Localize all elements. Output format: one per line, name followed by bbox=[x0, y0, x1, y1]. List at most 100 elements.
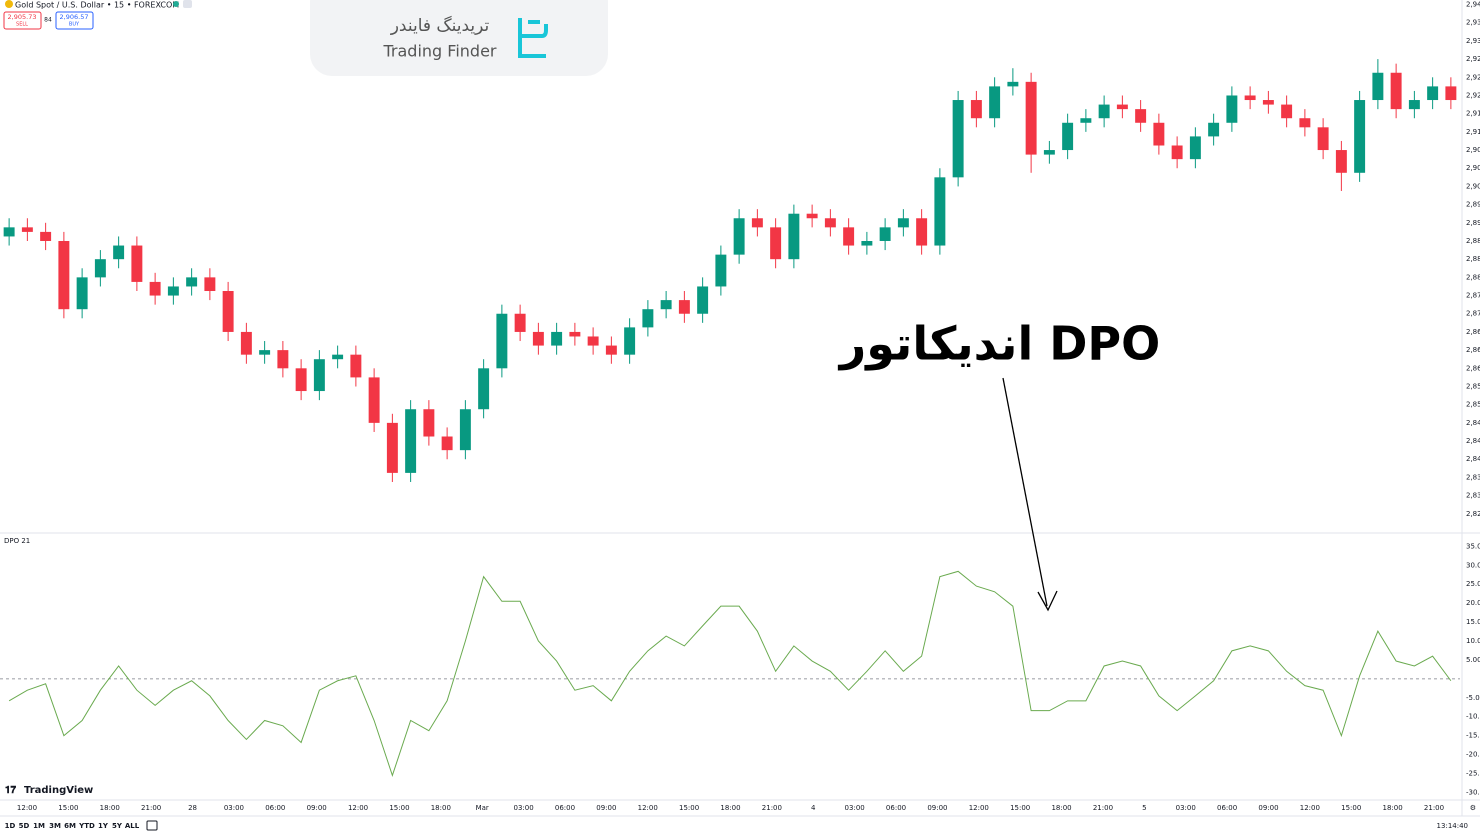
y-tick-label: -30.0 bbox=[1466, 788, 1480, 796]
candle-body bbox=[1317, 127, 1329, 151]
x-tick-label: 12:00 bbox=[638, 804, 658, 812]
candle-body bbox=[824, 218, 836, 228]
candle-body bbox=[386, 422, 398, 473]
x-tick-label: 06:00 bbox=[886, 804, 906, 812]
x-tick-label: Mar bbox=[476, 804, 489, 812]
candle-body bbox=[295, 368, 307, 392]
y-tick-label: 30.0 bbox=[1466, 561, 1480, 569]
range-button[interactable]: 3M bbox=[49, 822, 61, 830]
dpo-line bbox=[8, 570, 1452, 777]
candle-body bbox=[149, 281, 161, 296]
x-tick-label: 06:00 bbox=[265, 804, 285, 812]
range-button[interactable]: 1M bbox=[33, 822, 45, 830]
candle-body bbox=[989, 86, 1001, 119]
candle-body bbox=[222, 291, 234, 332]
x-tick-label: 03:00 bbox=[1176, 804, 1196, 812]
candle-body bbox=[1299, 118, 1311, 128]
candle-body bbox=[40, 231, 52, 241]
spread: 84 bbox=[44, 17, 52, 24]
x-tick-label: 09:00 bbox=[596, 804, 616, 812]
y-tick-label: 2,93 bbox=[1466, 19, 1480, 27]
x-tick-label: 03:00 bbox=[224, 804, 244, 812]
y-tick-label: 2,84 bbox=[1466, 419, 1480, 427]
candle-body bbox=[678, 300, 690, 314]
y-tick-label: 2,88 bbox=[1466, 237, 1480, 245]
range-button[interactable]: 5Y bbox=[112, 822, 123, 830]
status-dot bbox=[173, 1, 179, 7]
y-tick-label: -10.0 bbox=[1466, 713, 1480, 721]
y-tick-label: 2,86 bbox=[1466, 364, 1480, 372]
sell-label: SELL bbox=[16, 22, 28, 28]
candle-body bbox=[1025, 81, 1037, 155]
candle-body bbox=[770, 227, 782, 260]
candle-body bbox=[843, 227, 855, 246]
y-tick-label: -20.0 bbox=[1466, 751, 1480, 759]
logo-persian: تریدینگ فایندر bbox=[390, 15, 490, 36]
x-tick-label: 12:00 bbox=[348, 804, 368, 812]
candle-body bbox=[167, 286, 179, 296]
y-tick-label: 15.0 bbox=[1466, 618, 1480, 626]
y-tick-label: 35.0 bbox=[1466, 542, 1480, 550]
x-tick-label: 15:00 bbox=[679, 804, 699, 812]
candle-body bbox=[259, 350, 271, 355]
buy-button[interactable] bbox=[55, 11, 94, 30]
candle-body bbox=[186, 277, 198, 287]
x-tick-label: 15:00 bbox=[58, 804, 78, 812]
brand: TradingView bbox=[24, 785, 93, 796]
logo-icon bbox=[518, 18, 548, 58]
candle-body bbox=[1335, 150, 1347, 173]
annotation: اندیکاتور DPO bbox=[838, 317, 1161, 371]
range-button[interactable]: 1Y bbox=[98, 822, 109, 830]
range-button[interactable]: YTD bbox=[78, 822, 95, 830]
date-range-icon[interactable] bbox=[146, 820, 158, 831]
y-tick-label: 2,86 bbox=[1466, 346, 1480, 354]
y-tick-label: 2,92 bbox=[1466, 91, 1480, 99]
arrow-head bbox=[1037, 590, 1058, 612]
x-tick-label: 09:00 bbox=[927, 804, 947, 812]
x-tick-label: 4 bbox=[811, 804, 816, 812]
x-tick-label: 03:00 bbox=[845, 804, 865, 812]
range-button[interactable]: 6M bbox=[64, 822, 76, 830]
candle-body bbox=[1153, 122, 1165, 146]
y-tick-label: 2,86 bbox=[1466, 328, 1480, 336]
candle-body bbox=[350, 354, 362, 378]
y-tick-label: 25.0 bbox=[1466, 580, 1480, 588]
candle-body bbox=[1007, 81, 1019, 87]
clock-gear[interactable]: ⚙ bbox=[1470, 804, 1476, 812]
x-tick-label: 5 bbox=[1142, 804, 1146, 812]
range-button[interactable]: 5D bbox=[19, 822, 30, 830]
sell-button[interactable] bbox=[3, 11, 42, 30]
candle-body bbox=[587, 336, 599, 346]
candle-body bbox=[660, 300, 672, 310]
candle-body bbox=[204, 277, 216, 292]
candle-body bbox=[569, 331, 581, 337]
arrow bbox=[1002, 377, 1048, 607]
candle-body bbox=[733, 218, 745, 255]
candle-body bbox=[715, 254, 727, 287]
x-tick-label: 09:00 bbox=[307, 804, 327, 812]
y-tick-label: 2,89 bbox=[1466, 201, 1480, 209]
candle-body bbox=[1080, 118, 1092, 123]
candle-body bbox=[952, 100, 964, 178]
candle-body bbox=[1262, 100, 1274, 105]
candle-body bbox=[94, 259, 106, 278]
candle-body bbox=[1354, 100, 1366, 173]
logo-latin: Trading Finder bbox=[383, 42, 497, 61]
range-button[interactable]: 1D bbox=[5, 822, 16, 830]
indicator-title: DPO 21 bbox=[4, 537, 30, 545]
y-tick-label: 2,90 bbox=[1466, 182, 1480, 190]
range-button[interactable]: ALL bbox=[125, 822, 140, 830]
candle-body bbox=[1098, 104, 1110, 119]
y-tick-label: 2,92 bbox=[1466, 55, 1480, 63]
y-tick-label: 2,87 bbox=[1466, 310, 1480, 318]
candle-body bbox=[1244, 95, 1256, 101]
y-tick-label: 2,85 bbox=[1466, 382, 1480, 390]
buy-price: 2,906.57 bbox=[60, 13, 89, 21]
x-tick-label: 28 bbox=[188, 804, 197, 812]
status-icon bbox=[183, 0, 192, 8]
x-tick-label: 15:00 bbox=[1010, 804, 1030, 812]
candle-body bbox=[624, 327, 636, 355]
candle-body bbox=[76, 277, 88, 310]
x-tick-label: 18:00 bbox=[720, 804, 740, 812]
candle-body bbox=[532, 331, 544, 346]
